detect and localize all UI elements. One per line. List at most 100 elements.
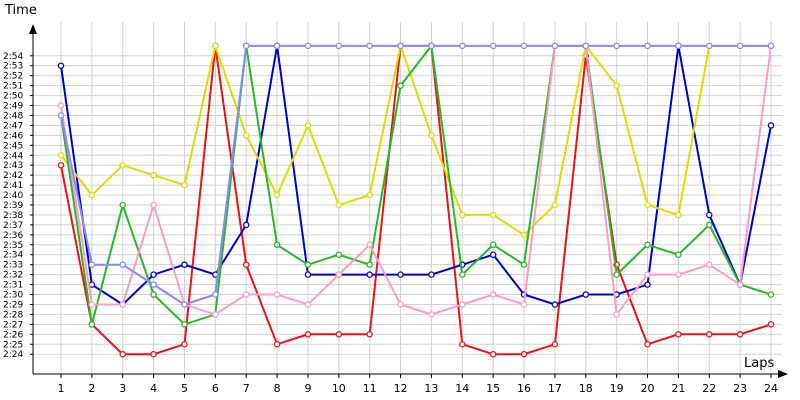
series-6-point — [397, 42, 404, 50]
series-3-point — [551, 201, 559, 209]
series-1-point — [706, 331, 713, 338]
series-3-point — [212, 42, 219, 50]
x-tick-label: 17 — [548, 382, 562, 395]
series-6-point — [181, 301, 188, 308]
series-4-point — [273, 241, 281, 249]
series-2-point — [57, 62, 65, 69]
y-tick-label: 2:47 — [3, 121, 23, 131]
series-3-line — [60, 42, 771, 237]
series-2-point — [397, 271, 404, 278]
series-2-line — [60, 45, 772, 306]
series-5-point — [675, 271, 682, 278]
series-4-point — [181, 321, 188, 328]
x-tick-label: 1 — [58, 382, 65, 395]
x-tick-label: 21 — [671, 382, 685, 395]
series-5-point — [613, 311, 620, 318]
series-1-point — [304, 331, 312, 338]
series-6-point — [675, 42, 682, 50]
series-5-line — [60, 44, 772, 317]
y-axis-arrow — [29, 24, 37, 34]
series-1-point — [273, 341, 281, 348]
series-3-point — [273, 191, 281, 199]
series-4-point — [304, 261, 312, 268]
series-6-point — [335, 42, 343, 50]
series-5-point — [242, 291, 250, 298]
y-tick-label: 2:43 — [3, 161, 23, 171]
x-tick-label: 18 — [579, 382, 593, 395]
series-1-point — [181, 341, 188, 348]
series-1-point — [150, 350, 157, 358]
series-1-point — [489, 350, 497, 358]
grid — [33, 22, 782, 374]
series-1-point — [242, 261, 250, 268]
series-6-point — [57, 112, 65, 119]
y-tick-label: 2:31 — [3, 281, 23, 291]
series-3-point — [88, 191, 96, 199]
series-1-point — [551, 341, 559, 348]
y-tick-label: 2:46 — [3, 131, 23, 141]
axes: 2:242:252:262:272:282:292:302:312:322:33… — [3, 24, 788, 395]
x-tick-label: 5 — [181, 382, 188, 395]
series-6-point — [273, 42, 281, 50]
series-6-point — [212, 291, 219, 298]
x-tick-label: 10 — [332, 382, 346, 395]
series-5-point — [366, 241, 373, 249]
series-6-point — [88, 261, 96, 268]
series-6-point — [242, 42, 250, 50]
series-6-point — [459, 42, 466, 50]
y-tick-label: 2:52 — [3, 72, 23, 82]
x-tick-label: 15 — [486, 382, 500, 395]
y-tick-label: 2:25 — [3, 340, 23, 350]
series-5-point — [119, 301, 126, 308]
series-3-point — [459, 211, 466, 219]
x-tick-label: 7 — [243, 382, 250, 395]
series-3-point — [613, 82, 620, 89]
y-tick-label: 2:24 — [3, 350, 23, 360]
series-1-point — [119, 350, 126, 358]
series-4-point — [520, 261, 528, 268]
series-3-point — [520, 231, 528, 239]
series-4-point — [397, 82, 404, 89]
series-3-point — [181, 181, 188, 189]
series-6-point — [613, 42, 620, 50]
series-4-point — [119, 201, 126, 209]
series-2-point — [304, 271, 312, 278]
y-tick-label: 2:45 — [3, 141, 23, 151]
series-4-point — [335, 251, 343, 258]
series-1-point — [767, 321, 775, 328]
series-3-point — [366, 191, 373, 199]
x-tick-label: 6 — [212, 382, 219, 395]
y-tick-label: 2:50 — [3, 92, 23, 102]
series-6-point — [706, 42, 713, 50]
series-4-point — [767, 291, 775, 298]
x-tick-label: 2 — [88, 382, 95, 395]
series-1-point — [644, 341, 651, 348]
series-6-point — [551, 42, 559, 50]
series-2-point — [706, 211, 713, 219]
series-3-point — [119, 161, 126, 169]
series-5-point — [88, 301, 96, 308]
x-tick-label: 19 — [610, 382, 624, 395]
y-tick-label: 2:29 — [3, 300, 23, 310]
y-tick-label: 2:39 — [3, 201, 23, 211]
x-tick-label: 11 — [363, 382, 377, 395]
series-4-point — [150, 291, 157, 298]
y-tick-label: 2:36 — [3, 231, 23, 241]
x-axis-arrow — [778, 370, 788, 378]
series-1-point — [675, 331, 682, 338]
series-6-point — [520, 42, 528, 50]
y-tick-label: 2:33 — [3, 261, 23, 271]
y-tick-label: 2:53 — [3, 62, 23, 72]
series-6-point — [428, 42, 435, 50]
series-3-point — [335, 201, 343, 209]
series-2-point — [366, 271, 373, 278]
y-tick-label: 2:54 — [3, 52, 23, 62]
series-6-point — [489, 42, 497, 50]
series-3-point — [304, 122, 312, 129]
series-5-point — [212, 311, 219, 318]
series-4-point — [706, 221, 713, 229]
series-2-point — [150, 271, 157, 278]
x-tick-label: 22 — [702, 382, 716, 395]
series-2-point — [242, 221, 250, 229]
series-5-point — [397, 301, 404, 308]
